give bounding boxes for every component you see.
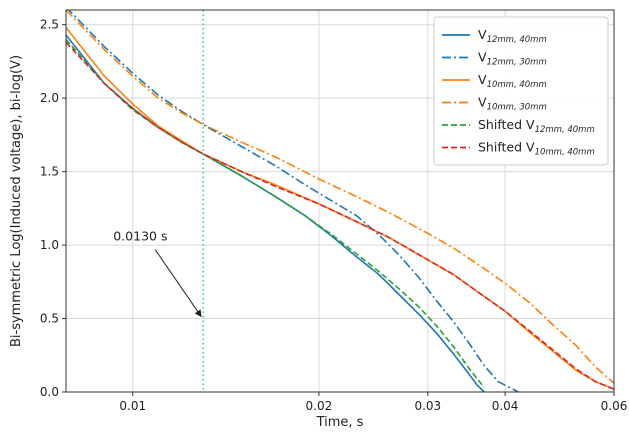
legend-label-2: V12mm, 30mm <box>478 50 547 68</box>
legend-label-3: V10mm, 40mm <box>478 72 547 90</box>
y-tick-label: 2.0 <box>40 91 59 105</box>
y-tick-label: 0.0 <box>40 385 59 399</box>
y-tick-label: 1.5 <box>40 165 59 179</box>
y-axis-label: Bi-symmetric Log(Induced voltage), bi-lo… <box>9 55 24 347</box>
series-line-4 <box>66 10 614 384</box>
ticks-group: 0.01 0.02 0.03 0.04 0.06 0.0 0.5 1.0 1.5 2.0 2.5 <box>40 18 627 413</box>
x-tick-label: 0.01 <box>119 399 146 413</box>
x-axis-label: Time, s <box>316 415 364 430</box>
x-tick-label: 0.03 <box>414 399 441 413</box>
y-tick-label: 1.0 <box>40 238 59 252</box>
legend: V12mm, 40mm V12mm, 30mm V10mm, 40mm V10mm, … <box>433 16 609 166</box>
legend-label-1: V12mm, 40mm <box>478 27 547 45</box>
legend-label-6: Shifted V10mm, 40mm <box>478 140 595 158</box>
legend-label-5: Shifted V12mm, 40mm <box>478 117 595 135</box>
annotation-group: 0.0130 s <box>113 229 202 318</box>
series-line-1 <box>66 34 485 392</box>
x-tick-label: 0.06 <box>601 399 628 413</box>
y-tick-label: 2.5 <box>40 18 59 32</box>
legend-label-4: V10mm, 30mm <box>478 95 547 113</box>
series-line-2 <box>67 10 519 392</box>
legend-box <box>433 16 609 166</box>
annotation-arrow <box>154 249 202 318</box>
series-line-5 <box>66 38 485 389</box>
x-tick-label: 0.04 <box>492 399 519 413</box>
x-tick-label: 0.02 <box>306 399 333 413</box>
y-tick-label: 0.5 <box>40 312 59 326</box>
series-line-6 <box>66 41 614 390</box>
plot-frame <box>65 9 615 393</box>
series-group <box>66 10 614 392</box>
annotation-label: 0.0130 s <box>113 229 167 244</box>
